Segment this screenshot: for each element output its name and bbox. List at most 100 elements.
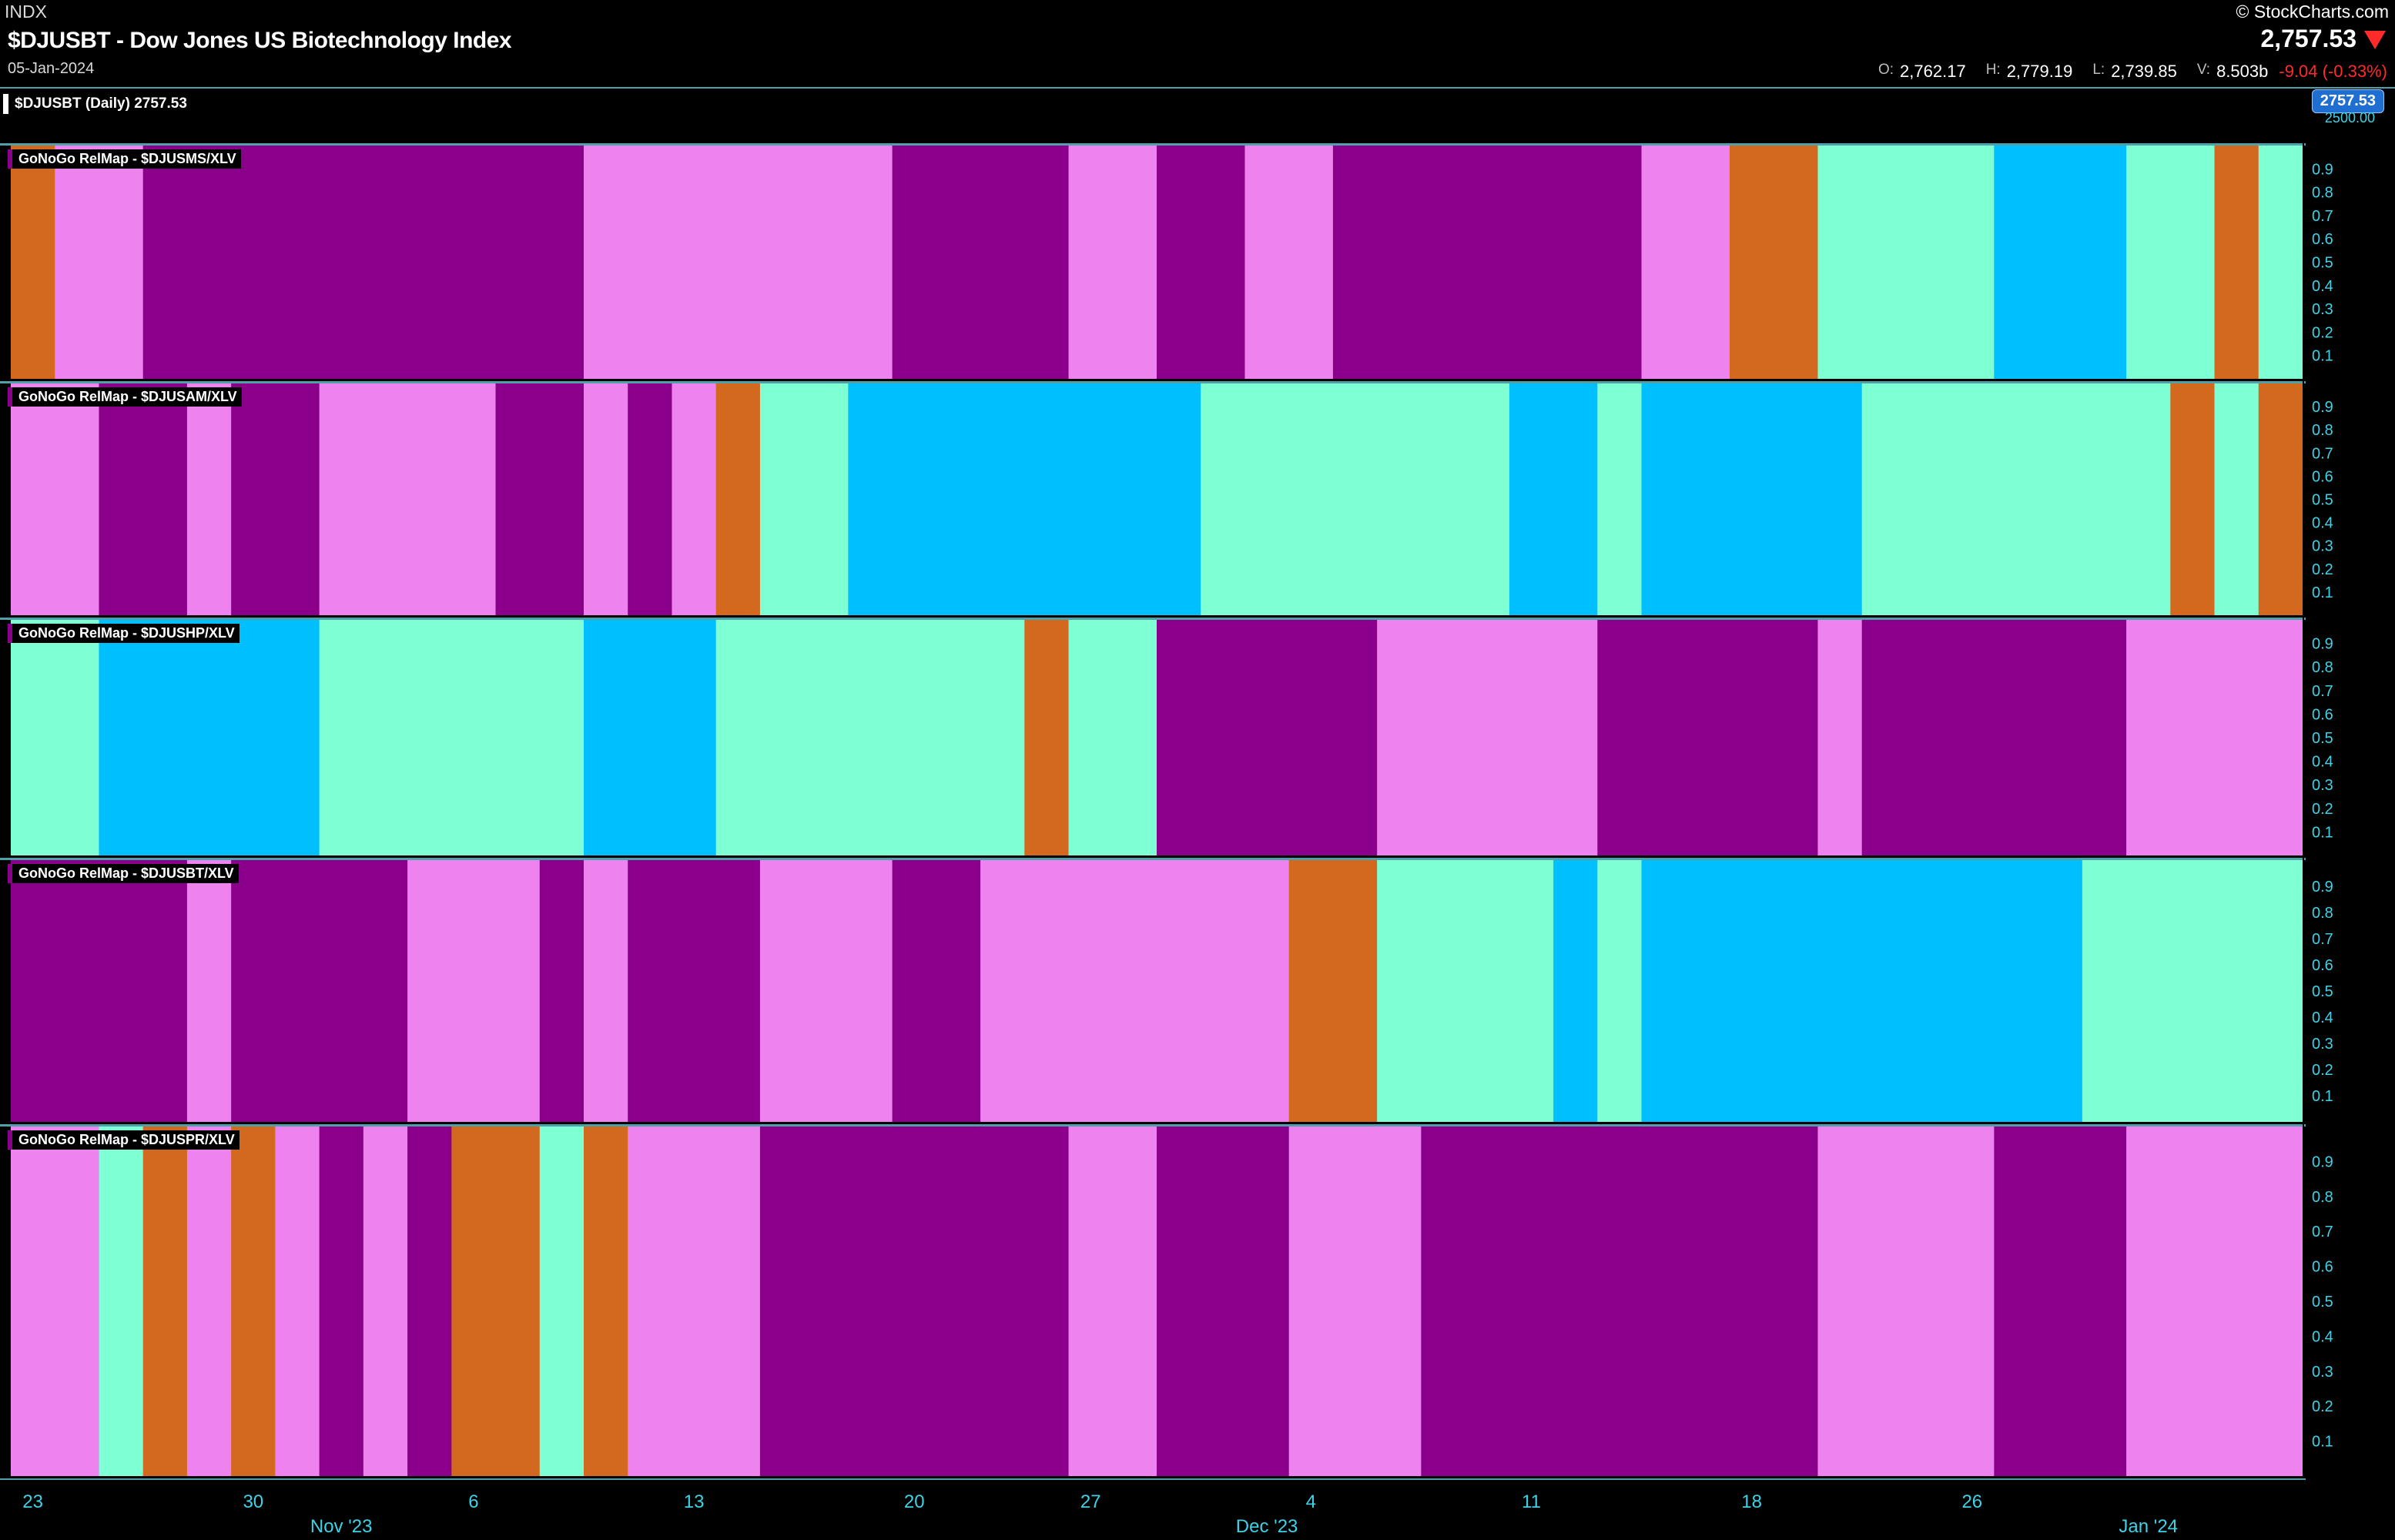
relmap-block-nogo (275, 1127, 320, 1476)
relmap-block-strong_nogo (11, 860, 188, 1122)
volume-value: 8.503b (2216, 62, 2269, 81)
relmap-block-nogo (363, 1127, 408, 1476)
y-tick-label: 0.6 (2312, 231, 2333, 248)
relmap-block-go (539, 1127, 585, 1476)
relmap-block-neutral (142, 1127, 188, 1476)
relmap-block-strong_nogo (1157, 146, 1246, 379)
last-price: 2,757.53 (2260, 25, 2356, 52)
panel-divider (0, 143, 2306, 146)
relmap-block-strong_go (1509, 383, 1598, 615)
relmap-block-nogo (672, 383, 717, 615)
relmap-block-nogo (2126, 620, 2303, 855)
relmap-block-nogo (1288, 1127, 1422, 1476)
relmap-block-strong_go (1641, 860, 2083, 1122)
y-tick-label: 0.8 (2312, 422, 2333, 439)
relmap-block-nogo (1641, 146, 1730, 379)
y-tick-label: 0.5 (2312, 983, 2333, 1000)
x-tick-label: 26 (1961, 1491, 1982, 1512)
relmap-block-strong_nogo (1157, 1127, 1290, 1476)
relmap-block-nogo (1068, 146, 1157, 379)
relmap-block-strong_go (848, 383, 1201, 615)
relmap-block-go (715, 620, 1025, 855)
relmap-block-neutral (1288, 860, 1378, 1122)
x-tick-label: 6 (468, 1491, 478, 1512)
volume-label: V: (2196, 62, 2211, 78)
x-tick-label: 18 (1741, 1491, 1762, 1512)
x-tick-label: 27 (1080, 1491, 1101, 1512)
y-tick-label: 0.9 (2312, 636, 2333, 653)
chart-title: $DJUSBT - Dow Jones US Biotechnology Ind… (8, 28, 512, 53)
y-tick-label: 0.6 (2312, 468, 2333, 485)
y-tick-label: 0.3 (2312, 301, 2333, 318)
open-label: O: (1877, 62, 1894, 78)
y-tick-label: 0.1 (2312, 348, 2333, 365)
relmap-block-strong_nogo (495, 383, 585, 615)
relmap-block-strong_go (1553, 860, 1598, 1122)
y-tick-label: 0.1 (2312, 824, 2333, 841)
y-tick-label: 0.4 (2312, 1009, 2333, 1026)
relmap-block-neutral (715, 383, 761, 615)
y-tick-label: 0.7 (2312, 208, 2333, 225)
high-value: 2,779.19 (2006, 62, 2073, 81)
relmap-block-strong_nogo (231, 383, 320, 615)
relmap-block-nogo (55, 146, 144, 379)
relmap-block-go (1861, 383, 2171, 615)
relmap-block-nogo (584, 383, 628, 615)
brand-logo[interactable]: © StockCharts.com (2236, 2, 2389, 22)
y-tick-label: 0.5 (2312, 1294, 2333, 1311)
x-tick-label: 20 (904, 1491, 925, 1512)
relmap-block-neutral (11, 146, 55, 379)
y-tick-label: 0.3 (2312, 777, 2333, 794)
relmap-block-go (2214, 383, 2259, 615)
y-tick-label: 0.1 (2312, 1434, 2333, 1451)
x-tick-label: 23 (22, 1491, 43, 1512)
relmap-block-go (1377, 860, 1554, 1122)
relmap-block-strong_nogo (759, 1127, 1070, 1476)
relmap-block-strong_nogo (319, 1127, 364, 1476)
panel-divider (0, 618, 2306, 620)
relmap-block-strong_nogo (407, 1127, 452, 1476)
relmap-block-strong_nogo (1861, 620, 2127, 855)
y-tick-label: 0.7 (2312, 683, 2333, 700)
axis-divider (0, 1478, 2306, 1480)
relmap-block-go (759, 383, 849, 615)
relmap-block-nogo (186, 860, 232, 1122)
main-legend-text: $DJUSBT (Daily) 2757.53 (15, 95, 187, 112)
panel-divider (0, 858, 2306, 860)
relmap-block-strong_nogo (231, 860, 408, 1122)
y-tick-label: 0.4 (2312, 278, 2333, 295)
y-tick-label: 0.4 (2312, 1328, 2333, 1345)
x-month-label: Dec '23 (1236, 1516, 1298, 1537)
y-tick-label: 0.5 (2312, 255, 2333, 272)
y-tick-label: 0.8 (2312, 659, 2333, 676)
relmap-block-go (2082, 860, 2303, 1122)
y-tick-label: 0.2 (2312, 801, 2333, 818)
relmap-block-nogo (628, 1127, 761, 1476)
y-tick-label: 0.9 (2312, 399, 2333, 416)
x-month-label: Nov '23 (310, 1516, 373, 1537)
relmap-block-nogo (186, 383, 232, 615)
relmap-block-strong_go (99, 620, 320, 855)
panel-divider (0, 381, 2306, 383)
panel-legend: GoNoGo RelMap - $DJUSAM/XLV (8, 387, 242, 407)
x-month-label: Jan '24 (2119, 1516, 2178, 1537)
relmap-block-neutral (2170, 383, 2216, 615)
price-change: -9.04 (-0.33%) (2279, 62, 2387, 81)
y-tick-label: 0.5 (2312, 730, 2333, 747)
relmap-block-neutral (1024, 620, 1070, 855)
relmap-block-strong_nogo (892, 860, 981, 1122)
y-tick-label: 0.8 (2312, 905, 2333, 922)
y-tick-label: 0.6 (2312, 706, 2333, 723)
relmap-block-go (1597, 383, 1643, 615)
y-tick-label: 0.8 (2312, 185, 2333, 202)
y-tick-label: 0.3 (2312, 538, 2333, 555)
relmap-block-nogo (2126, 1127, 2303, 1476)
relmap-block-neutral (2258, 383, 2303, 615)
relmap-block-strong_go (1994, 146, 2127, 379)
y-tick-label: 0.6 (2312, 1259, 2333, 1276)
y-tick-label: 0.8 (2312, 1189, 2333, 1206)
relmap-block-neutral (451, 1127, 541, 1476)
relmap-block-strong_nogo (539, 860, 585, 1122)
relmap-block-go (2258, 146, 2303, 379)
relmap-block-neutral (2214, 146, 2259, 379)
